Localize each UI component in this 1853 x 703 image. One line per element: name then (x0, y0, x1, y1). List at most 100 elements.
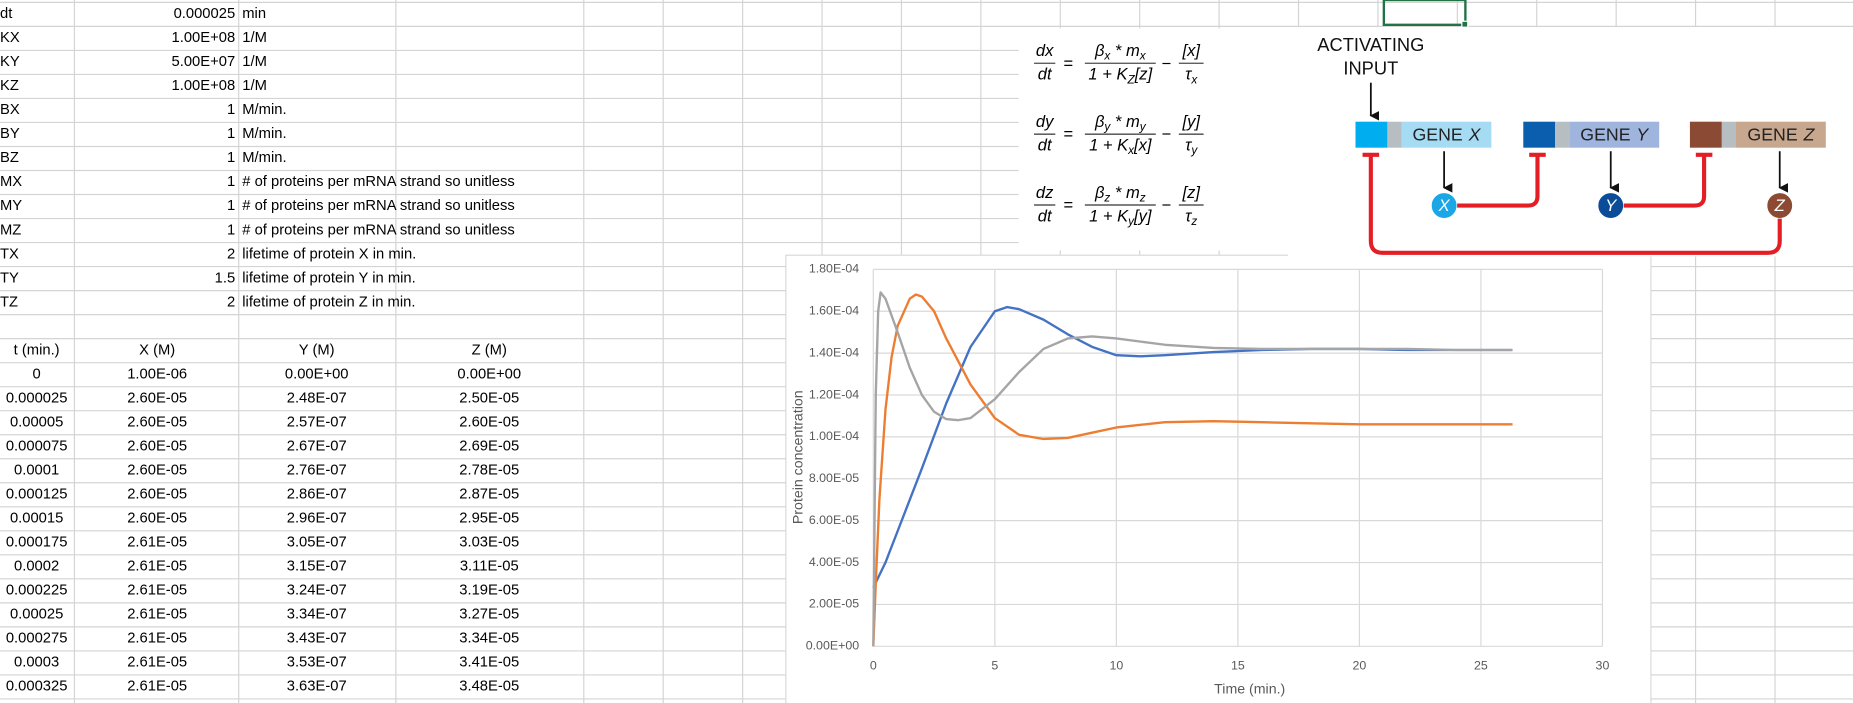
math-segment: 1 + K (1089, 136, 1129, 155)
param-name: TY (0, 270, 19, 286)
x-tick-label: 25 (1474, 659, 1488, 673)
promoter (1523, 121, 1556, 148)
table-cell: 0.00005 (10, 414, 63, 430)
math-segment: dt (1038, 65, 1053, 84)
table-cell: 3.48E-05 (459, 679, 519, 695)
table-cell: 0.0002 (14, 559, 59, 575)
chart: 0.00E+00 2.00E-05 4.00E-05 6.00E-05 8.00E-05… (791, 262, 1610, 698)
math-text: τz (1185, 207, 1197, 228)
param-unit: 1/M (242, 30, 267, 46)
param-unit: # of proteins per mRNA strand so unitles… (242, 222, 515, 238)
math-text: 1 + KZ[z] (1088, 65, 1152, 86)
equation-image (1018, 28, 1289, 251)
table-cell: 3.15E-07 (287, 559, 347, 575)
minus-sign: − (1162, 125, 1172, 144)
table-cell: 3.43E-07 (287, 631, 347, 647)
param-name: KY (0, 54, 20, 70)
math-segment: * m (1110, 183, 1139, 202)
table-cell: 0.00015 (10, 511, 63, 527)
param-value: 1 (227, 126, 235, 142)
table-cell: 3.34E-07 (287, 607, 347, 623)
equals-sign: = (1063, 196, 1073, 215)
math-text: dt (1038, 207, 1053, 226)
table-cell: 3.05E-07 (287, 535, 347, 551)
table-cell: 2.76E-07 (287, 462, 347, 478)
math-text: βy * my (1094, 112, 1147, 133)
promoter (1689, 121, 1722, 148)
table-cell: 2.86E-07 (287, 486, 347, 502)
param-value: 2 (227, 246, 235, 262)
x-tick-label: 20 (1353, 659, 1367, 673)
math-segment: 1 + K (1088, 65, 1128, 84)
table-cell: 0.000275 (6, 631, 68, 647)
math-segment: β (1094, 112, 1105, 131)
subscript: y (1127, 214, 1135, 228)
param-name: KZ (0, 78, 19, 94)
y-tick-label: 1.60E-04 (809, 304, 859, 318)
math-text: dt (1038, 65, 1053, 84)
subscript: Z (1127, 72, 1136, 86)
table-cell: 2.60E-05 (127, 438, 187, 454)
repression-line (1623, 154, 1707, 208)
gene-box (1569, 121, 1660, 148)
math-text: 1 + Kx[x] (1089, 136, 1152, 157)
cells: dt 0.000025 min KX 1.00E+08 1/M KY 5.00E+07 1/M K… (0, 6, 521, 695)
table-cell: 2.60E-05 (127, 462, 187, 478)
protein-label: Z (1774, 196, 1786, 215)
table-cell: 2.96E-07 (287, 511, 347, 527)
math-segment: [z] (1134, 65, 1153, 84)
gene-word: GENE (1580, 124, 1630, 144)
repressilator-diagram: ACTIVATING INPUT GENE X X GENE Y Y GENE Z Z (1317, 34, 1826, 255)
param-value: 5.00E+07 (172, 54, 236, 70)
param-name: BX (0, 102, 20, 118)
param-unit: 1/M (242, 78, 267, 94)
math-segment: τ (1185, 65, 1193, 84)
gene-word: GENE (1747, 124, 1797, 144)
y-tick-label: 1.80E-04 (809, 262, 859, 276)
param-unit: M/min. (242, 150, 286, 166)
series-line (872, 293, 1513, 647)
spacer (1387, 121, 1402, 148)
table-cell: 2.61E-05 (127, 607, 187, 623)
math-text: βx * mx (1094, 41, 1147, 62)
column-header: Z (M) (472, 342, 507, 358)
table-cell: 3.03E-05 (459, 535, 519, 551)
selected-cell[interactable] (1382, 0, 1467, 26)
table-cell: 2.60E-05 (459, 414, 519, 430)
math-segment: β (1094, 183, 1105, 202)
minus-sign: − (1162, 54, 1172, 73)
math-text: [y] (1181, 112, 1200, 131)
subscript: x (1190, 72, 1198, 86)
x-tick-label: 0 (870, 659, 877, 673)
math-segment: τ (1185, 207, 1193, 226)
table-cell: 2.61E-05 (127, 679, 187, 695)
math-segment: 1 + K (1089, 207, 1129, 226)
x-tick-label: 5 (991, 659, 998, 673)
math-segment: dz (1036, 183, 1054, 202)
fill-handle[interactable] (1461, 20, 1469, 28)
input-label: ACTIVATING (1317, 34, 1424, 55)
equals-sign: = (1063, 54, 1073, 73)
math-text: dt (1038, 136, 1053, 155)
y-tick-label: 6.00E-05 (809, 513, 859, 527)
param-unit: min (242, 6, 266, 22)
param-value: 1.00E+08 (172, 78, 236, 94)
column-header: Y (M) (299, 342, 335, 358)
table-cell: 2.61E-05 (127, 559, 187, 575)
param-name: TZ (0, 294, 18, 310)
table-cell: 0.000025 (6, 390, 68, 406)
gene-name: Y (1636, 124, 1649, 144)
table-cell: 0.00025 (10, 607, 63, 623)
gene-label: GENE X (1412, 124, 1481, 144)
math-segment: [x] (1133, 136, 1152, 155)
y-tick-label: 0.00E+00 (806, 639, 860, 653)
param-unit: lifetime of protein Z in min. (242, 294, 415, 310)
param-name: dt (0, 6, 12, 22)
table-cell: 2.87E-05 (459, 486, 519, 502)
subscript: y (1190, 143, 1198, 157)
table-cell: 3.24E-07 (287, 583, 347, 599)
table-cell: 2.61E-05 (127, 655, 187, 671)
promoter (1355, 121, 1388, 148)
spacer (1721, 121, 1737, 148)
